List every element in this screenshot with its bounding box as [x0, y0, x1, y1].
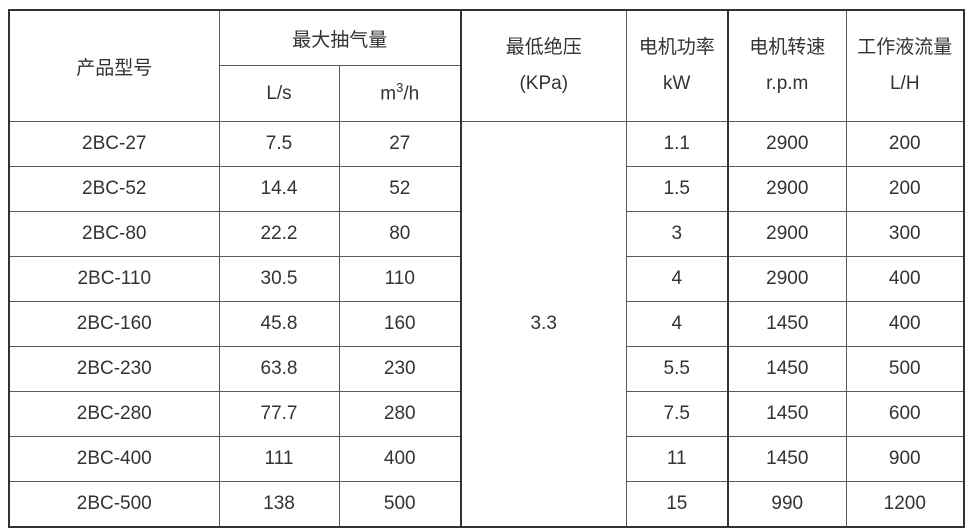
- header-working-fluid-flow: 工作液流量 L/H: [845, 9, 965, 122]
- rpm-cell: 990: [727, 481, 847, 528]
- lh-cell: 600: [845, 391, 965, 437]
- pump-spec-table: 产品型号 最大抽气量 最低绝压 (KPa) 电机功率 kW 电机转速 r.p.m…: [8, 9, 966, 528]
- model-cell: 2BC-27: [8, 121, 220, 167]
- header-working-fluid-flow-line1: 工作液流量: [857, 37, 953, 58]
- header-min-abs-pressure-line2: (KPa): [519, 73, 569, 94]
- kw-cell: 1.1: [625, 121, 729, 167]
- m3h-cell: 400: [338, 436, 462, 482]
- lh-cell: 200: [845, 166, 965, 212]
- header-unit-m3h: m3/h: [338, 65, 462, 122]
- table-row: 2BC-160 45.8 160 4 1450 400: [8, 301, 965, 347]
- header-motor-power-line2: kW: [663, 73, 691, 94]
- ls-cell: 22.2: [218, 211, 340, 257]
- kw-cell: 5.5: [625, 346, 729, 392]
- min-abs-pressure-value-cell: 3.3: [460, 121, 627, 528]
- table-row: 2BC-400 111 400 11 1450 900: [8, 436, 965, 482]
- header-unit-m3h-base: m: [380, 83, 397, 105]
- header-unit-m3h-sup: 3: [396, 80, 404, 96]
- header-row-1: 产品型号 最大抽气量 最低绝压 (KPa) 电机功率 kW 电机转速 r.p.m…: [8, 9, 965, 122]
- header-min-abs-pressure: 最低绝压 (KPa): [460, 9, 627, 122]
- header-min-abs-pressure-line1: 最低绝压: [505, 37, 582, 58]
- header-max-air-flow: 最大抽气量: [218, 9, 462, 66]
- m3h-cell: 80: [338, 211, 462, 257]
- table-row: 2BC-27 7.5 27 3.3 1.1 2900 200: [8, 121, 965, 528]
- lh-cell: 500: [845, 346, 965, 392]
- rpm-cell: 2900: [727, 211, 847, 257]
- table-row: 2BC-110 30.5 110 4 2900 400: [8, 256, 965, 302]
- m3h-cell: 230: [338, 346, 462, 392]
- kw-cell: 3: [625, 211, 729, 257]
- ls-cell: 77.7: [218, 391, 340, 437]
- kw-cell: 11: [625, 436, 729, 482]
- m3h-cell: 110: [338, 256, 462, 302]
- ls-cell: 14.4: [218, 166, 340, 212]
- table-row: 2BC-230 63.8 230 5.5 1450 500: [8, 346, 965, 392]
- model-cell: 2BC-110: [8, 256, 220, 302]
- model-cell: 2BC-500: [8, 481, 220, 528]
- lh-cell: 200: [845, 121, 965, 167]
- ls-cell: 138: [218, 481, 340, 528]
- table-row: 2BC-80 22.2 80 3 2900 300: [8, 211, 965, 257]
- header-working-fluid-flow-line2: L/H: [889, 73, 920, 94]
- header-motor-speed-line2: r.p.m: [766, 73, 809, 94]
- rpm-cell: 2900: [727, 166, 847, 212]
- m3h-cell: 500: [338, 481, 462, 528]
- model-cell: 2BC-280: [8, 391, 220, 437]
- lh-cell: 400: [845, 301, 965, 347]
- rpm-cell: 2900: [727, 256, 847, 302]
- kw-cell: 15: [625, 481, 729, 528]
- header-row-2: L/s m3/h: [9, 65, 964, 122]
- m3h-cell: 280: [338, 391, 462, 437]
- kw-cell: 7.5: [625, 391, 729, 437]
- m3h-cell: 160: [338, 301, 462, 347]
- rpm-cell: 1450: [727, 391, 847, 437]
- lh-cell: 1200: [845, 481, 965, 528]
- header-motor-speed: 电机转速 r.p.m: [727, 9, 847, 122]
- ls-cell: 111: [218, 436, 340, 482]
- header-motor-power-line1: 电机功率: [638, 37, 715, 58]
- header-motor-power: 电机功率 kW: [625, 9, 729, 122]
- m3h-cell: 27: [338, 121, 462, 167]
- kw-cell: 4: [625, 256, 729, 302]
- ls-cell: 30.5: [218, 256, 340, 302]
- rpm-cell: 2900: [727, 121, 847, 167]
- kw-cell: 4: [625, 301, 729, 347]
- rpm-cell: 1450: [727, 346, 847, 392]
- ls-cell: 7.5: [218, 121, 340, 167]
- model-cell: 2BC-230: [8, 346, 220, 392]
- header-motor-speed-line1: 电机转速: [749, 37, 826, 58]
- kw-cell: 1.5: [625, 166, 729, 212]
- ls-cell: 63.8: [218, 346, 340, 392]
- rpm-cell: 1450: [727, 301, 847, 347]
- model-cell: 2BC-80: [8, 211, 220, 257]
- model-cell: 2BC-160: [8, 301, 220, 347]
- header-product-model: 产品型号: [8, 9, 220, 122]
- ls-cell: 45.8: [218, 301, 340, 347]
- m3h-cell: 52: [338, 166, 462, 212]
- lh-cell: 400: [845, 256, 965, 302]
- rpm-cell: 1450: [727, 436, 847, 482]
- lh-cell: 900: [845, 436, 965, 482]
- model-cell: 2BC-400: [8, 436, 220, 482]
- model-cell: 2BC-52: [8, 166, 220, 212]
- header-unit-ls: L/s: [218, 65, 340, 122]
- header-unit-m3h-rest: /h: [403, 83, 420, 105]
- lh-cell: 300: [845, 211, 965, 257]
